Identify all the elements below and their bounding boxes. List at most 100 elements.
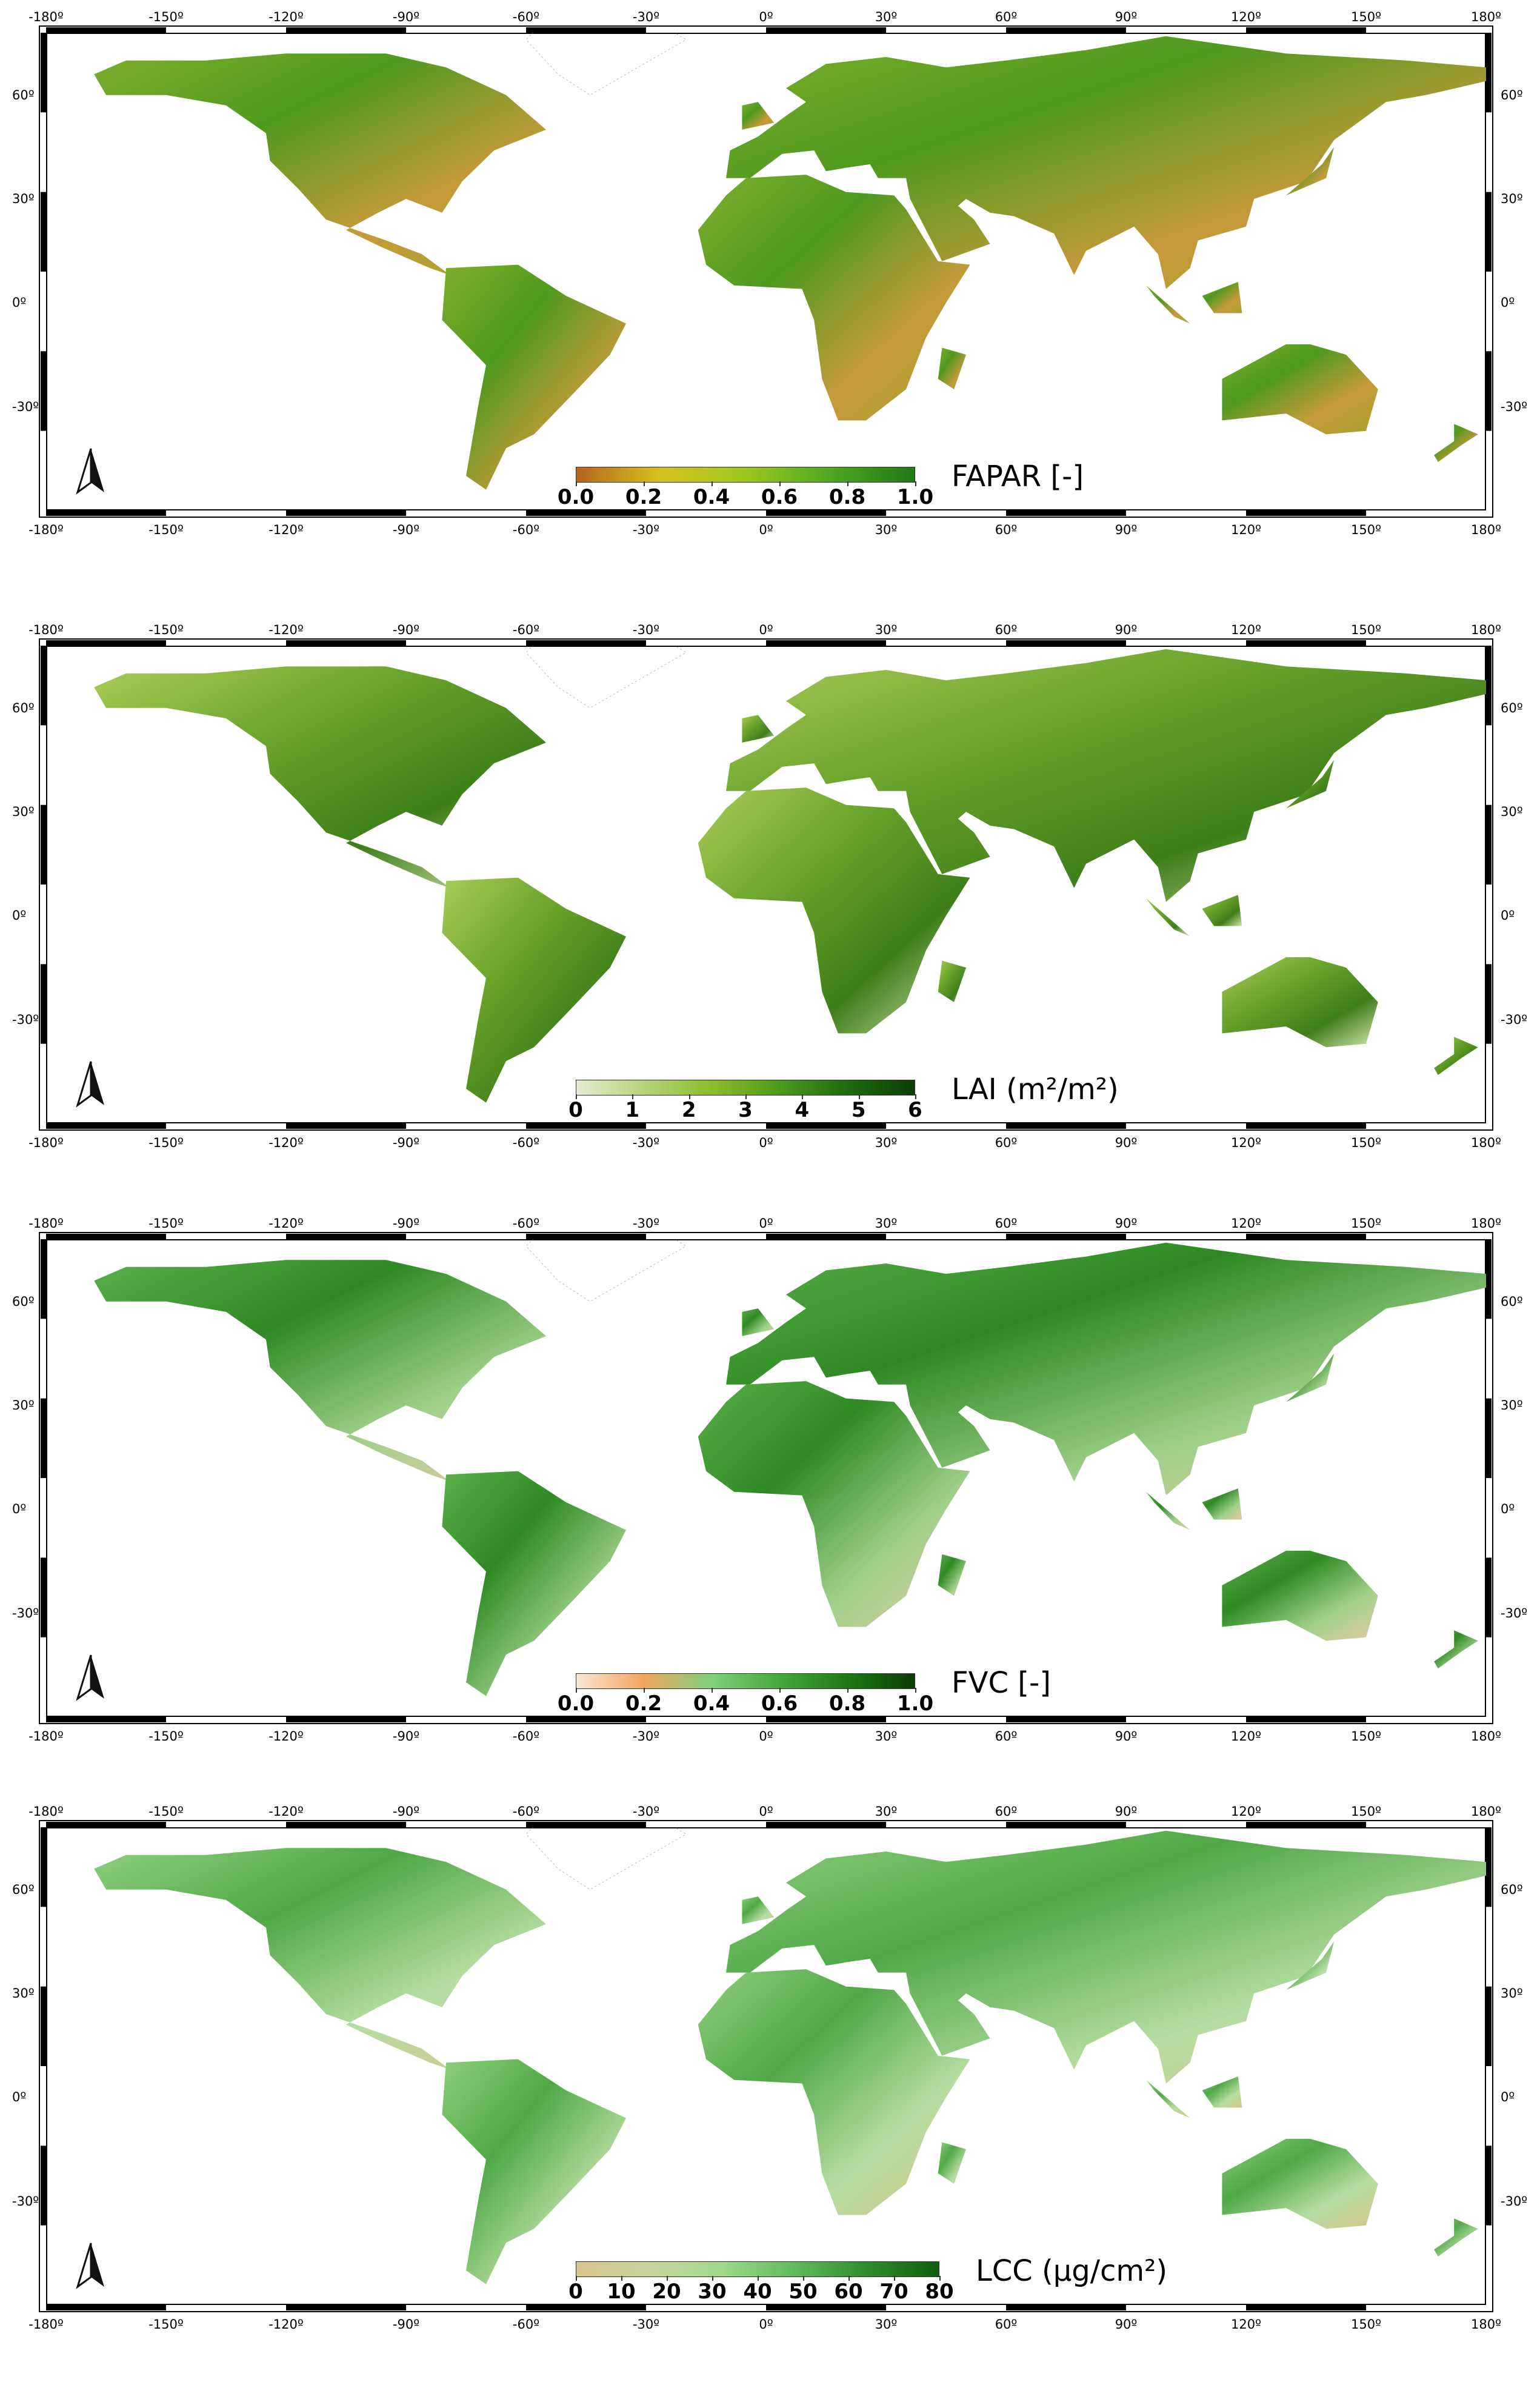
lon-label-top: 120º — [1231, 623, 1261, 637]
lon-label-top: 0º — [759, 1804, 773, 1819]
colorbar-tick-mark — [576, 481, 577, 486]
colorbar-tick-mark — [915, 1688, 916, 1693]
colorbar-tick-mark — [847, 1688, 848, 1693]
lon-label-bottom: 30º — [875, 1729, 898, 1744]
lon-label-top: 180º — [1471, 623, 1501, 637]
land-region — [698, 1381, 970, 1627]
colorbar-tick-mark — [802, 1094, 804, 1099]
land-region — [94, 666, 546, 888]
lat-label-right: 60º — [1501, 87, 1523, 102]
colorbar-tick-mark — [745, 1094, 747, 1099]
land-region — [742, 715, 775, 743]
land-region — [1222, 1550, 1378, 1641]
lon-label-top: -180º — [28, 623, 64, 637]
land-region — [698, 788, 970, 1034]
lon-label-bottom: 150º — [1351, 1136, 1381, 1150]
colorbar-tick-label: 1.0 — [896, 485, 934, 509]
colorbar-tick-mark — [621, 2276, 622, 2281]
lat-label-right: 0º — [1501, 1502, 1515, 1517]
colorbar-tick-label: 1 — [625, 1098, 640, 1122]
land-region — [1202, 1488, 1242, 1520]
lon-label-top: -30º — [632, 10, 660, 24]
land-region — [442, 877, 626, 1103]
colorbar-title: LAI (m²/m²) — [952, 1072, 1119, 1106]
frame-graticule-bars — [41, 640, 1492, 1129]
map-panel-fapar: -180º -180º -150º -150º -120º -120º -90º -90º -6… — [0, 0, 1540, 590]
lat-label-right: 60º — [1501, 1294, 1523, 1309]
lon-label-top: -90º — [392, 1804, 420, 1819]
lon-label-top: 60º — [995, 623, 1018, 637]
lon-label-bottom: 180º — [1471, 2317, 1501, 2332]
lon-label-top: 150º — [1351, 1216, 1381, 1231]
lon-label-bottom: 180º — [1471, 1136, 1501, 1150]
greenland-nodata — [525, 646, 687, 709]
colorbar-tick-label: 0.6 — [761, 1691, 798, 1716]
colorbar-tick-label: 4 — [795, 1098, 810, 1122]
lat-label-left: 30º — [12, 192, 35, 207]
colorbar-tick-mark — [644, 481, 645, 486]
colorbar-tick-label: 0.0 — [557, 1691, 595, 1716]
lon-label-top: 150º — [1351, 623, 1381, 637]
lon-label-top: 90º — [1115, 623, 1138, 637]
lon-label-bottom: 30º — [875, 1136, 898, 1150]
lon-label-top: -90º — [392, 623, 420, 637]
lon-label-bottom: -120º — [268, 523, 304, 537]
colorbar-tick-mark — [667, 2276, 668, 2281]
lon-label-bottom: -30º — [632, 1729, 660, 1744]
colorbar-tick-label: 20 — [652, 2280, 681, 2304]
lon-label-top: -30º — [632, 623, 660, 637]
lon-label-bottom: 0º — [759, 1729, 773, 1744]
colorbar-tick-label: 70 — [879, 2280, 908, 2304]
lon-label-top: 30º — [875, 1804, 898, 1819]
lon-label-top: 120º — [1231, 1216, 1261, 1231]
map-frame-outer — [39, 1232, 1493, 1724]
lon-label-bottom: -150º — [148, 523, 184, 537]
frame-graticule-bars — [41, 1234, 1492, 1722]
land-region — [726, 649, 1486, 902]
colorbar-tick-label: 1.0 — [896, 1691, 934, 1716]
lon-label-top: 0º — [759, 10, 773, 24]
land-region — [94, 1848, 546, 2070]
land-region — [1146, 898, 1190, 937]
colorbar-tick-mark — [712, 1688, 713, 1693]
land-region — [698, 1969, 970, 2215]
lon-label-bottom: -180º — [28, 2317, 64, 2332]
land-region — [1434, 1630, 1478, 1669]
colorbar-tick-label: 0.2 — [625, 485, 662, 509]
land-region — [1146, 285, 1190, 324]
land-region — [1434, 1037, 1478, 1075]
lat-label-right: -30º — [1501, 1605, 1528, 1621]
lon-label-bottom: -30º — [632, 2317, 660, 2332]
lat-label-left: 0º — [12, 295, 27, 310]
lat-label-left: 30º — [12, 804, 35, 820]
land-region — [1202, 282, 1242, 313]
lon-label-top: 90º — [1115, 10, 1138, 24]
lon-label-top: 60º — [995, 10, 1018, 24]
land-region — [726, 36, 1486, 289]
lon-label-bottom: 0º — [759, 2317, 773, 2332]
north-arrow-icon — [76, 1654, 104, 1701]
colorbar-tick-label: 0 — [568, 2280, 583, 2304]
lat-label-left: 60º — [12, 87, 35, 102]
lon-label-bottom: 60º — [995, 1136, 1018, 1150]
lon-label-bottom: -90º — [392, 2317, 420, 2332]
colorbar-tick-label: 0.4 — [693, 485, 730, 509]
land-region — [938, 1554, 966, 1596]
land-region — [938, 2142, 966, 2184]
lon-label-top: -120º — [268, 1804, 304, 1819]
map-panel-lai: -180º -180º -150º -150º -120º -120º -90º -90º -6… — [0, 613, 1540, 1203]
north-arrow-icon — [76, 1061, 104, 1108]
colorbar-tick-label: 0.0 — [557, 485, 595, 509]
lon-label-bottom: -150º — [148, 1136, 184, 1150]
frame-graticule-bars — [41, 1822, 1492, 2310]
lon-label-top: 60º — [995, 1216, 1018, 1231]
lon-label-top: -60º — [512, 10, 540, 24]
colorbar-tick-mark — [894, 2276, 895, 2281]
lon-label-top: 30º — [875, 1216, 898, 1231]
land-region — [726, 1242, 1486, 1496]
lat-label-right: 0º — [1501, 295, 1515, 310]
lat-label-left: 60º — [12, 700, 35, 715]
greenland-nodata — [525, 1827, 687, 1890]
colorbar-tick-label: 40 — [743, 2280, 772, 2304]
lon-label-bottom: -60º — [512, 523, 540, 537]
